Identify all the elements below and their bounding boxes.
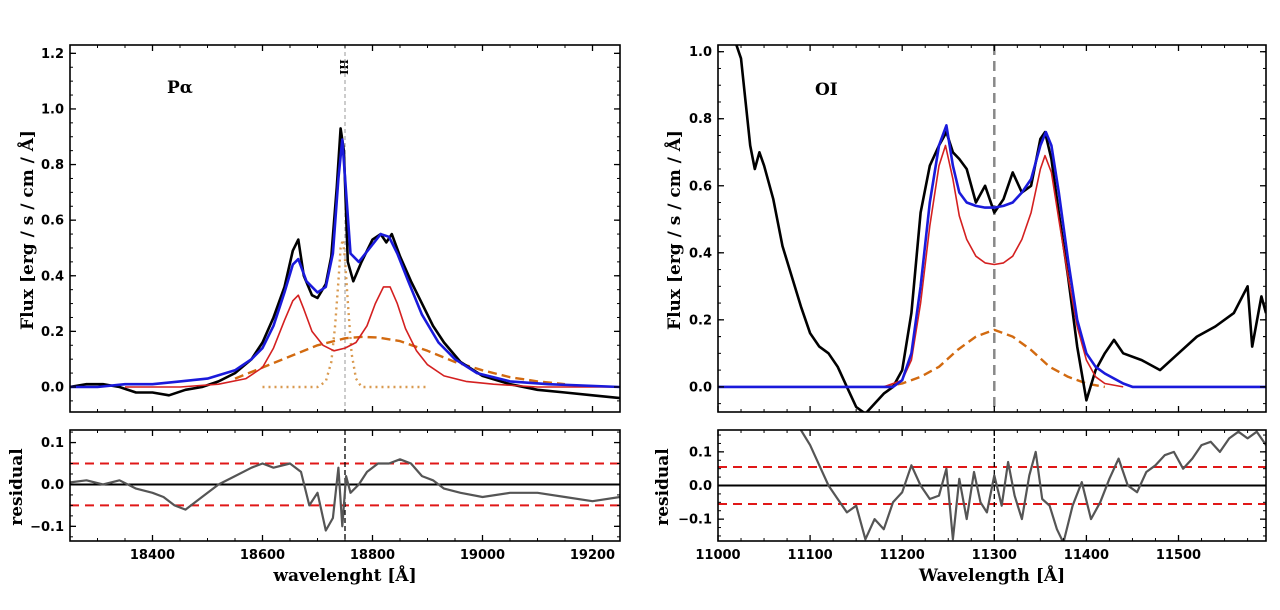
left-xlabel: wavelenght [Å]	[272, 564, 416, 586]
x-tick-label: 18600	[240, 548, 285, 563]
right-flux-ylabel: Flux [erg / s / cm / Å]	[663, 130, 685, 330]
y-tick-label: 1.2	[41, 47, 64, 62]
residual-line	[799, 430, 1266, 541]
disk-component-line	[883, 144, 1124, 388]
y-tick-label: 0.0	[689, 479, 712, 494]
hi-line-label: HI	[337, 59, 350, 75]
x-tick-label: 11200	[880, 548, 925, 563]
left-panel-label: Pα	[167, 78, 193, 98]
y-tick-label: 1.0	[689, 45, 712, 60]
x-tick-label: 19000	[460, 548, 505, 563]
x-tick-label: 18800	[350, 548, 395, 563]
total-fit-line	[70, 138, 620, 389]
y-tick-label: 0.6	[41, 214, 64, 229]
axes-frame	[717, 44, 1267, 413]
y-tick-label: 0.4	[689, 246, 712, 261]
broad-gaussian-line	[234, 335, 566, 386]
y-tick-label: 0.0	[689, 380, 712, 395]
right-residual-panel: residual Wavelength [Å] −0.1 0.0 0.1 11000 1…	[653, 429, 1267, 586]
broad-gaussian-line	[883, 328, 1106, 389]
x-tick-label: 19200	[570, 548, 615, 563]
observed-spectrum-line	[735, 45, 1266, 412]
y-tick-label: 0.8	[689, 112, 712, 127]
y-tick-label: 0.0	[41, 380, 64, 395]
y-tick-label: −0.1	[678, 513, 712, 528]
y-tick-label: 1.0	[41, 102, 64, 117]
right-xlabel: Wavelength [Å]	[918, 564, 1065, 586]
left-flux-ylabel: Flux [erg / s / cm / Å]	[16, 130, 38, 330]
y-tick-label: 0.1	[41, 436, 64, 451]
x-tick-label: 11500	[1156, 548, 1201, 563]
left-residual-ylabel: residual	[7, 448, 27, 526]
left-residual-panel: residual wavelenght [Å] −0.1 0.0 0.1 18400 1…	[7, 429, 621, 586]
narrow-gaussian-line	[262, 238, 428, 389]
right-panel-label: OI	[815, 80, 838, 100]
y-tick-label: 0.2	[41, 325, 64, 340]
right-flux-panel: Flux [erg / s / cm / Å] OI 0.0 0.2 0.4 0.6 0…	[663, 44, 1267, 413]
right-residual-ylabel: residual	[653, 448, 673, 526]
y-tick-label: 0.2	[689, 313, 712, 328]
left-flux-panel: Flux [erg / s / cm / Å] Pα HI 0.0 0.2 0.4 0…	[16, 44, 621, 413]
x-tick-label: 11300	[972, 548, 1017, 563]
x-tick-label: 18400	[130, 548, 175, 563]
x-tick-label: 11400	[1064, 548, 1109, 563]
x-tick-label: 11000	[695, 548, 740, 563]
y-tick-label: 0.1	[689, 445, 712, 460]
total-fit-line	[718, 124, 1266, 389]
y-tick-label: 0.4	[41, 269, 64, 284]
disk-component-line	[125, 286, 620, 388]
y-tick-label: 0.8	[41, 158, 64, 173]
y-tick-label: 0.6	[689, 179, 712, 194]
y-tick-label: 0.0	[41, 478, 64, 493]
x-tick-label: 11100	[787, 548, 832, 563]
y-tick-label: −0.1	[30, 520, 64, 535]
residual-line	[70, 458, 620, 532]
